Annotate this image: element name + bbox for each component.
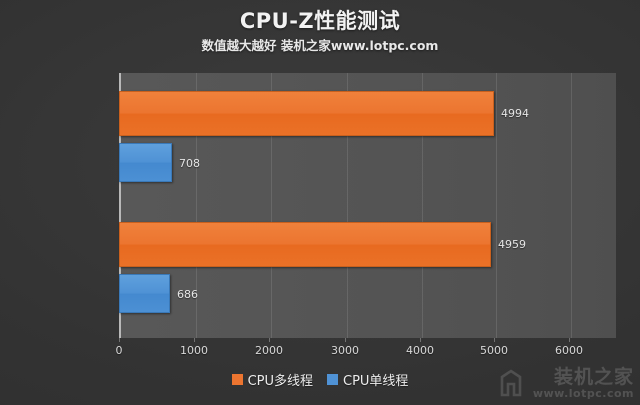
xtick-mark-6000 bbox=[569, 338, 570, 342]
xtick-label-0: 0 bbox=[115, 344, 123, 357]
xtick-mark-3000 bbox=[345, 338, 346, 342]
bar-multi-i5-12400f[interactable] bbox=[119, 222, 491, 267]
xtick-mark-2000 bbox=[269, 338, 270, 342]
bar-single-i5-12400f[interactable] bbox=[119, 274, 170, 313]
xtick-label-5000: 5000 bbox=[480, 344, 508, 357]
xtick-label-1000: 1000 bbox=[180, 344, 208, 357]
xtick-mark-0 bbox=[119, 338, 120, 342]
gridline-4000 bbox=[422, 73, 423, 338]
chart-title: CPU-Z性能测试 bbox=[239, 9, 401, 33]
legend-swatch-single-icon bbox=[327, 374, 338, 385]
bar-multi-i5-12490f[interactable] bbox=[119, 91, 494, 136]
legend-item-single[interactable]: CPU单线程 bbox=[327, 370, 408, 389]
gridline-6000 bbox=[571, 73, 572, 338]
xtick-label-2000: 2000 bbox=[255, 344, 283, 357]
bar-value-multi-i5-12490f: 4994 bbox=[501, 107, 529, 120]
xtick-label-3000: 3000 bbox=[331, 344, 359, 357]
bar-value-single-i5-12490f: 708 bbox=[179, 157, 200, 170]
xtick-mark-5000 bbox=[494, 338, 495, 342]
chart-legend: CPU多线程 CPU单线程 bbox=[0, 370, 640, 389]
chart-subtitle: 数值越大越好 装机之家www.lotpc.com bbox=[201, 38, 439, 53]
xtick-mark-1000 bbox=[194, 338, 195, 342]
watermark-url: www.lotpc.com bbox=[532, 387, 634, 400]
title-block: CPU-Z性能测试 数值越大越好 装机之家www.lotpc.com bbox=[0, 8, 640, 56]
gridline-1000 bbox=[196, 73, 197, 338]
legend-item-multi[interactable]: CPU多线程 bbox=[231, 370, 313, 389]
legend-label-single: CPU单线程 bbox=[343, 374, 409, 389]
gridline-5000 bbox=[496, 73, 497, 338]
xtick-label-4000: 4000 bbox=[406, 344, 434, 357]
gridline-2000 bbox=[271, 73, 272, 338]
legend-label-multi: CPU多线程 bbox=[247, 374, 313, 389]
xtick-mark-4000 bbox=[420, 338, 421, 342]
bar-value-single-i5-12400f: 686 bbox=[177, 288, 198, 301]
bar-single-i5-12490f[interactable] bbox=[119, 143, 172, 182]
gridline-3000 bbox=[347, 73, 348, 338]
xtick-label-6000: 6000 bbox=[555, 344, 583, 357]
legend-swatch-multi-icon bbox=[231, 374, 243, 385]
bar-value-multi-i5-12400f: 4959 bbox=[498, 238, 526, 251]
